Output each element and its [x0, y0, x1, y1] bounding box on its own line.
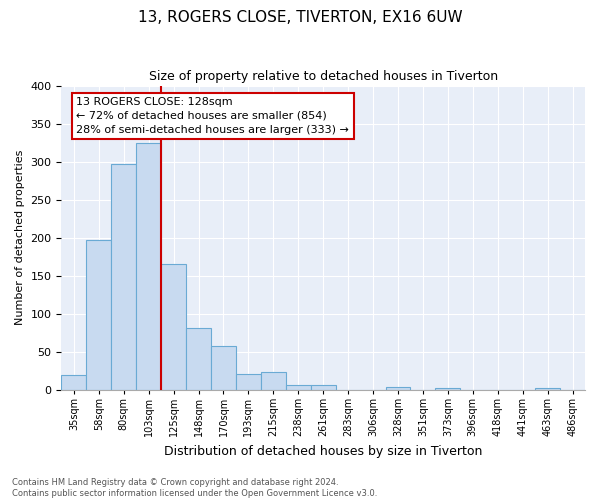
Bar	[311, 386, 335, 390]
Text: Contains HM Land Registry data © Crown copyright and database right 2024.
Contai: Contains HM Land Registry data © Crown c…	[12, 478, 377, 498]
Y-axis label: Number of detached properties: Number of detached properties	[15, 150, 25, 326]
X-axis label: Distribution of detached houses by size in Tiverton: Distribution of detached houses by size …	[164, 444, 482, 458]
Bar	[436, 388, 460, 390]
Bar	[86, 240, 111, 390]
Bar	[161, 264, 186, 390]
Bar	[386, 387, 410, 390]
Text: 13 ROGERS CLOSE: 128sqm
← 72% of detached houses are smaller (854)
28% of semi-d: 13 ROGERS CLOSE: 128sqm ← 72% of detache…	[76, 97, 349, 135]
Bar	[111, 164, 136, 390]
Text: 13, ROGERS CLOSE, TIVERTON, EX16 6UW: 13, ROGERS CLOSE, TIVERTON, EX16 6UW	[137, 10, 463, 25]
Bar	[186, 328, 211, 390]
Bar	[211, 346, 236, 390]
Bar	[136, 142, 161, 390]
Bar	[236, 374, 261, 390]
Bar	[61, 374, 86, 390]
Bar	[535, 388, 560, 390]
Bar	[286, 384, 311, 390]
Bar	[261, 372, 286, 390]
Title: Size of property relative to detached houses in Tiverton: Size of property relative to detached ho…	[149, 70, 498, 83]
